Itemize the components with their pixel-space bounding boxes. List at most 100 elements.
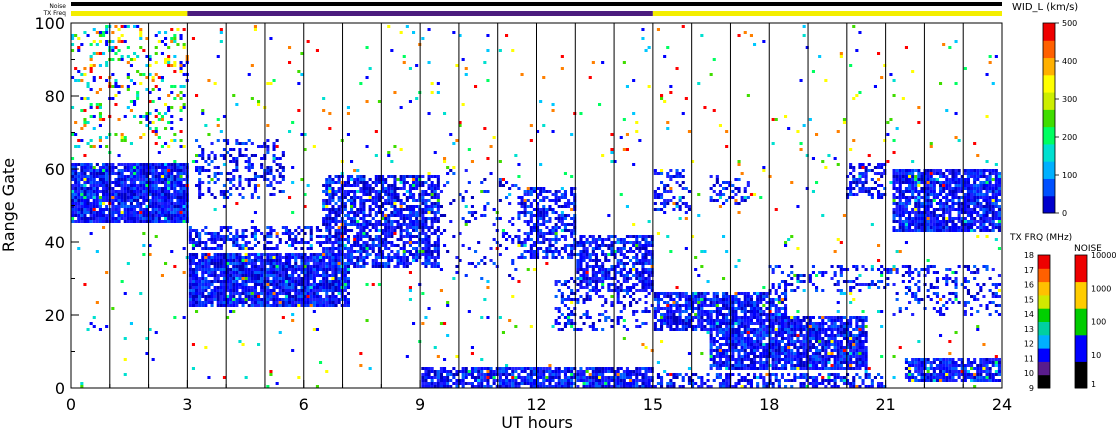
echo-pixel <box>89 181 93 184</box>
echo-pixel <box>309 244 313 247</box>
echo-pixel <box>545 232 549 235</box>
echo-pixel <box>563 379 567 382</box>
echo-pixel <box>179 181 183 184</box>
echo-pixel <box>241 271 245 274</box>
echo-pixel <box>164 187 168 190</box>
echo-pixel <box>359 175 363 178</box>
echo-pixel <box>229 181 233 184</box>
echo-pixel <box>253 184 257 187</box>
echo-pixel <box>393 184 397 187</box>
echo-pixel <box>191 37 195 40</box>
echo-pixel <box>669 316 673 319</box>
echo-pixel <box>663 199 667 202</box>
echo-pixel <box>390 223 394 226</box>
echo-pixel <box>89 88 93 91</box>
echo-pixel <box>542 76 546 79</box>
echo-pixel <box>470 211 474 214</box>
echo-pixel <box>275 157 279 160</box>
echo-pixel <box>545 214 549 217</box>
echo-pixel <box>405 190 409 193</box>
echo-pixel <box>359 190 363 193</box>
echo-pixel <box>328 196 332 199</box>
echo-pixel <box>257 145 261 148</box>
echo-pixel <box>281 268 285 271</box>
echo-pixel <box>244 229 248 232</box>
echo-pixel <box>195 304 199 307</box>
echo-pixel <box>461 196 465 199</box>
echo-pixel <box>622 295 626 298</box>
echo-pixel <box>511 259 515 262</box>
echo-pixel <box>92 76 96 79</box>
echo-pixel <box>346 265 350 268</box>
echo-pixel <box>148 55 152 58</box>
echo-pixel <box>306 283 310 286</box>
echo-pixel <box>303 193 307 196</box>
echo-pixel <box>309 229 313 232</box>
echo-pixel <box>387 196 391 199</box>
echo-pixel <box>98 208 102 211</box>
echo-pixel <box>139 34 143 37</box>
echo-pixel <box>480 376 484 379</box>
echo-pixel <box>154 142 158 145</box>
echo-pixel <box>207 169 211 172</box>
echo-pixel <box>334 259 338 262</box>
echo-pixel <box>157 187 161 190</box>
echo-pixel <box>123 214 127 217</box>
echo-pixel <box>684 307 688 310</box>
echo-pixel <box>157 40 161 43</box>
echo-pixel <box>396 178 400 181</box>
echo-pixel <box>337 241 341 244</box>
echo-pixel <box>222 268 226 271</box>
echo-pixel <box>244 301 248 304</box>
echo-pixel <box>226 268 230 271</box>
echo-pixel <box>443 370 447 373</box>
echo-pixel <box>260 262 264 265</box>
echo-pixel <box>408 298 412 301</box>
echo-pixel <box>387 223 391 226</box>
echo-pixel <box>244 178 248 181</box>
echo-pixel <box>439 385 443 388</box>
echo-pixel <box>421 208 425 211</box>
echo-pixel <box>117 40 121 43</box>
echo-pixel <box>80 139 84 142</box>
echo-pixel <box>374 256 378 259</box>
echo-pixel <box>570 376 574 379</box>
echo-pixel <box>83 172 87 175</box>
echo-pixel <box>164 31 168 34</box>
echo-pixel <box>700 298 704 301</box>
echo-pixel <box>381 184 385 187</box>
echo-pixel <box>77 208 81 211</box>
echo-pixel <box>458 232 462 235</box>
echo-pixel <box>591 277 595 280</box>
echo-pixel <box>145 163 149 166</box>
echo-pixel <box>576 241 580 244</box>
echo-pixel <box>334 277 338 280</box>
echo-pixel <box>560 187 564 190</box>
echo-pixel <box>526 238 530 241</box>
echo-pixel <box>539 385 543 388</box>
echo-pixel <box>136 196 140 199</box>
echo-pixel <box>632 265 636 268</box>
echo-pixel <box>260 268 264 271</box>
echo-pixel <box>269 253 273 256</box>
echo-pixel <box>573 298 577 301</box>
echo-pixel <box>625 280 629 283</box>
echo-pixel <box>89 145 93 148</box>
echo-pixel <box>334 229 338 232</box>
echo-pixel <box>297 295 301 298</box>
echo-pixel <box>570 223 574 226</box>
echo-pixel <box>430 184 434 187</box>
echo-pixel <box>644 253 648 256</box>
echo-pixel <box>226 256 230 259</box>
echo-pixel <box>337 265 341 268</box>
echo-pixel <box>548 364 552 367</box>
echo-pixel <box>529 229 533 232</box>
echo-pixel <box>350 220 354 223</box>
echo-pixel <box>157 220 161 223</box>
echo-pixel <box>672 196 676 199</box>
echo-pixel <box>576 328 580 331</box>
echo-pixel <box>294 280 298 283</box>
echo-pixel <box>334 232 338 235</box>
echo-pixel <box>86 34 90 37</box>
echo-pixel <box>133 58 137 61</box>
